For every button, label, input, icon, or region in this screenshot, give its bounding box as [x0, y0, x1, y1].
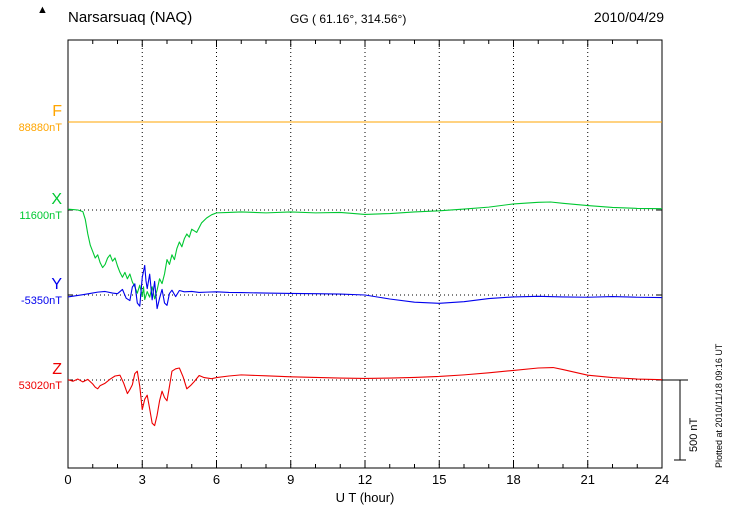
- mouse-cursor-icon: ▲: [37, 4, 48, 16]
- component-baseline-Y: -5350nT: [21, 295, 62, 307]
- x-tick-label: 12: [358, 472, 372, 487]
- plot-date: 2010/04/29: [593, 9, 664, 25]
- trace-Y: [67, 264, 663, 310]
- component-baseline-F: 88880nT: [18, 122, 62, 134]
- component-letter-F: F: [52, 103, 62, 120]
- component-baseline-Z: 53020nT: [18, 380, 62, 392]
- component-letter-X: X: [51, 191, 62, 208]
- x-axis-label: U T (hour): [335, 490, 395, 505]
- x-tick-label: 3: [139, 472, 146, 487]
- component-label-F: F 88880nT: [2, 104, 62, 134]
- component-baseline-X: 11600nT: [19, 210, 62, 222]
- x-tick-label: 0: [64, 472, 71, 487]
- trace-X: [67, 201, 663, 301]
- station-title: Narsarsuaq (NAQ): [68, 9, 193, 26]
- component-label-Z: Z 53020nT: [2, 362, 62, 392]
- x-tick-label: 18: [506, 472, 520, 487]
- x-tick-label: 9: [287, 472, 294, 487]
- component-label-X: X 11600nT: [2, 192, 62, 222]
- scale-bar-label: 500 nT: [688, 417, 700, 452]
- geographic-coordinates: GG ( 61.16°, 314.56°): [290, 12, 407, 26]
- x-tick-label: 24: [655, 472, 669, 487]
- component-label-Y: Y -5350nT: [2, 277, 62, 307]
- plot-frame: [67, 39, 663, 469]
- x-tick-label: 15: [432, 472, 446, 487]
- plotted-at-note: Plotted at 2010/11/18 09:16 UT: [714, 343, 724, 468]
- trace-Z: [67, 366, 663, 427]
- x-tick-label: 21: [581, 472, 595, 487]
- x-tick-label: 6: [213, 472, 220, 487]
- component-letter-Z: Z: [52, 361, 62, 378]
- component-letter-Y: Y: [51, 276, 62, 293]
